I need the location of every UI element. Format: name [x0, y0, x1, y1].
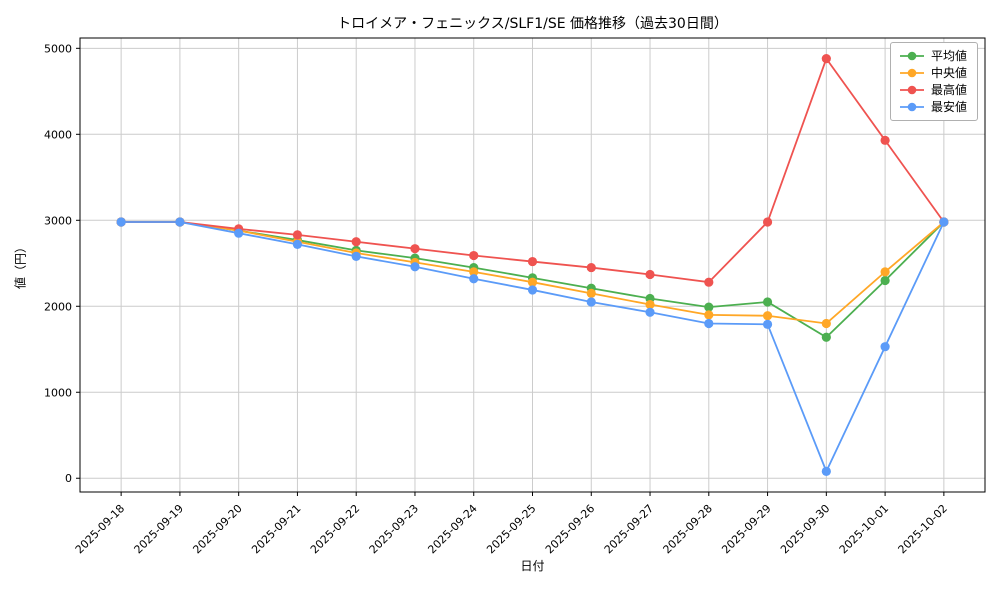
- series-marker-min: [351, 251, 361, 262]
- legend-label-median: 中央値: [930, 66, 967, 80]
- series-marker-min: [175, 217, 185, 227]
- x-axis-label: 日付: [520, 559, 545, 573]
- series-marker-median: [645, 299, 655, 310]
- y-tick-label: 1000: [44, 386, 72, 399]
- series-marker-median: [762, 311, 773, 321]
- series-marker-min: [234, 228, 244, 238]
- y-tick-label: 4000: [44, 128, 72, 141]
- x-tick-label: 2025-09-26: [543, 502, 597, 556]
- series-marker-min: [762, 319, 773, 329]
- x-tick-label: 2025-09-21: [249, 502, 303, 556]
- series-marker-min: [821, 466, 831, 476]
- series-marker-median: [527, 277, 538, 287]
- legend: 平均値中央値最高値最安値: [889, 42, 978, 121]
- series-marker-min: [410, 262, 420, 272]
- series-marker-max: [704, 277, 714, 287]
- x-tick-label: 2025-09-28: [661, 502, 715, 556]
- series-marker-min: [645, 307, 655, 317]
- series-marker-min: [527, 285, 538, 295]
- x-tick-label: 2025-09-30: [778, 502, 832, 556]
- x-tick-label: 2025-09-24: [425, 502, 479, 556]
- legend-marker-average: [899, 50, 924, 62]
- series-marker-median: [469, 267, 479, 277]
- x-tick-label: 2025-09-29: [719, 502, 773, 556]
- series-marker-max: [880, 135, 890, 145]
- series-marker-min: [292, 239, 303, 249]
- legend-item-average: 平均値: [899, 49, 967, 63]
- series-marker-max: [762, 217, 773, 227]
- series-marker-min: [469, 274, 479, 284]
- series-marker-max: [586, 262, 596, 273]
- y-tick-label: 5000: [44, 42, 72, 55]
- legend-marker-min: [899, 101, 924, 113]
- legend-label-max: 最高値: [930, 83, 967, 97]
- series-marker-average: [704, 302, 714, 312]
- x-tick-label: 2025-09-18: [73, 502, 127, 556]
- x-tick-label: 2025-09-25: [484, 502, 538, 556]
- series-marker-max: [410, 244, 420, 254]
- series-marker-average: [762, 297, 773, 307]
- series-marker-min: [586, 297, 596, 307]
- series-marker-max: [821, 54, 831, 64]
- legend-marker-median: [899, 67, 924, 79]
- legend-item-min: 最安値: [899, 100, 967, 114]
- x-tick-label: 2025-10-01: [837, 502, 891, 556]
- series-marker-min: [116, 217, 126, 227]
- series-marker-min: [939, 217, 949, 227]
- series-marker-max: [469, 250, 479, 261]
- series-marker-average: [880, 275, 890, 286]
- series-marker-min: [880, 342, 890, 352]
- series-marker-average: [821, 332, 831, 342]
- legend-marker-max: [899, 84, 924, 96]
- series-marker-max: [527, 256, 538, 267]
- legend-label-min: 最安値: [930, 100, 967, 114]
- series-marker-max: [351, 237, 361, 247]
- series-marker-median: [586, 288, 596, 298]
- series-marker-min: [704, 318, 714, 329]
- series-marker-median: [704, 310, 714, 320]
- legend-item-max: 最高値: [899, 83, 967, 97]
- y-tick-label: 2000: [44, 300, 72, 313]
- x-tick-label: 2025-09-19: [132, 502, 186, 556]
- y-tick-label: 0: [65, 472, 72, 485]
- x-tick-label: 2025-10-02: [896, 502, 950, 556]
- x-tick-label: 2025-09-22: [308, 502, 362, 556]
- legend-label-average: 平均値: [930, 49, 967, 63]
- x-tick-label: 2025-09-20: [190, 502, 244, 556]
- series-marker-median: [880, 267, 890, 277]
- y-tick-label: 3000: [44, 214, 72, 227]
- x-tick-label: 2025-09-27: [602, 502, 656, 556]
- chart-title: トロイメア・フェニックス/SLF1/SE 価格推移（過去30日間）: [337, 16, 728, 32]
- series-marker-median: [821, 318, 831, 329]
- legend-item-median: 中央値: [899, 66, 967, 80]
- series-marker-max: [292, 230, 303, 240]
- x-tick-label: 2025-09-23: [367, 502, 421, 556]
- series-marker-max: [645, 269, 655, 280]
